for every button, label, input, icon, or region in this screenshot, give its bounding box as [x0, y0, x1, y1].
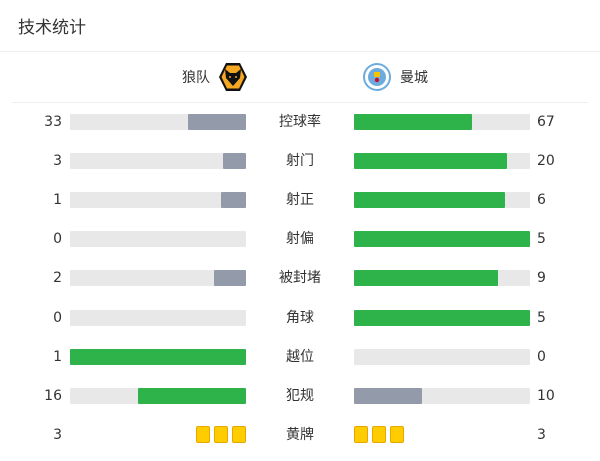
stat-row: 3 黄牌 3: [0, 425, 600, 445]
away-cards: [354, 426, 404, 443]
away-bar-fill: [354, 114, 472, 130]
stat-label: 控球率: [279, 114, 321, 130]
stat-label: 角球: [286, 310, 314, 326]
away-value: 10: [537, 388, 555, 404]
home-bar-fill: [220, 192, 246, 208]
away-bar-fill: [354, 270, 498, 286]
away-bar-track: [354, 270, 530, 286]
away-bar-fill: [354, 153, 508, 169]
away-team: 曼城: [362, 62, 428, 92]
away-value: 9: [537, 270, 546, 286]
away-bar-track: [354, 388, 530, 404]
away-bar-fill: [354, 310, 530, 326]
home-bar-fill: [214, 270, 246, 286]
home-bar-track: [70, 114, 246, 130]
away-bar-track: [354, 114, 530, 130]
away-team-name: 曼城: [400, 70, 428, 86]
home-value: 33: [44, 114, 62, 130]
stat-label: 被封堵: [279, 270, 321, 286]
home-value: 2: [53, 270, 62, 286]
stat-row: 0 射偏 5: [0, 229, 600, 249]
yellow-card-icon: [354, 426, 368, 443]
home-value: 1: [53, 192, 62, 208]
home-bar-track: [70, 388, 246, 404]
home-value: 16: [44, 388, 62, 404]
away-bar-track: [354, 192, 530, 208]
divider: [0, 51, 600, 52]
stat-label: 犯规: [286, 388, 314, 404]
away-value: 3: [537, 427, 546, 443]
stat-row: 0 角球 5: [0, 308, 600, 328]
stat-row: 2 被封堵 9: [0, 268, 600, 288]
stat-label: 越位: [286, 349, 314, 365]
home-cards: [196, 426, 246, 443]
stat-row: 33 控球率 67: [0, 112, 600, 132]
away-bar-fill: [354, 388, 422, 404]
home-bar-track: [70, 270, 246, 286]
home-bar-fill: [137, 388, 246, 404]
stat-label: 射门: [286, 153, 314, 169]
away-bar-track: [354, 310, 530, 326]
away-value: 0: [537, 349, 546, 365]
section-title: 技术统计: [18, 18, 86, 38]
stat-label: 射正: [286, 192, 314, 208]
away-value: 5: [537, 231, 546, 247]
home-bar-fill: [70, 349, 246, 365]
away-bar-track: [354, 153, 530, 169]
divider: [12, 102, 588, 103]
away-value: 67: [537, 114, 555, 130]
stat-row: 1 越位 0: [0, 347, 600, 367]
yellow-card-icon: [196, 426, 210, 443]
home-value: 3: [53, 153, 62, 169]
yellow-card-icon: [372, 426, 386, 443]
home-bar-track: [70, 231, 246, 247]
away-value: 5: [537, 310, 546, 326]
home-bar-track: [70, 192, 246, 208]
away-bar-track: [354, 231, 530, 247]
home-bar-track: [70, 153, 246, 169]
away-value: 20: [537, 153, 555, 169]
away-value: 6: [537, 192, 546, 208]
stat-row: 16 犯规 10: [0, 386, 600, 406]
home-value: 0: [53, 231, 62, 247]
wolves-crest-icon: [219, 63, 247, 91]
away-bar-fill: [354, 192, 505, 208]
home-value: 0: [53, 310, 62, 326]
home-bar-track: [70, 349, 246, 365]
stat-label: 黄牌: [286, 427, 314, 443]
home-bar-fill: [187, 114, 246, 130]
home-bar-fill: [223, 153, 246, 169]
home-value: 3: [53, 427, 62, 443]
stat-row: 3 射门 20: [0, 151, 600, 171]
away-bar-track: [354, 349, 530, 365]
home-team-name: 狼队: [182, 70, 210, 86]
man-city-crest-icon: [363, 63, 391, 91]
home-team: 狼队: [182, 62, 248, 92]
stat-label: 射偏: [286, 231, 314, 247]
yellow-card-icon: [390, 426, 404, 443]
stat-row: 1 射正 6: [0, 190, 600, 210]
away-bar-fill: [354, 231, 530, 247]
home-value: 1: [53, 349, 62, 365]
yellow-card-icon: [214, 426, 228, 443]
home-bar-track: [70, 310, 246, 326]
yellow-card-icon: [232, 426, 246, 443]
